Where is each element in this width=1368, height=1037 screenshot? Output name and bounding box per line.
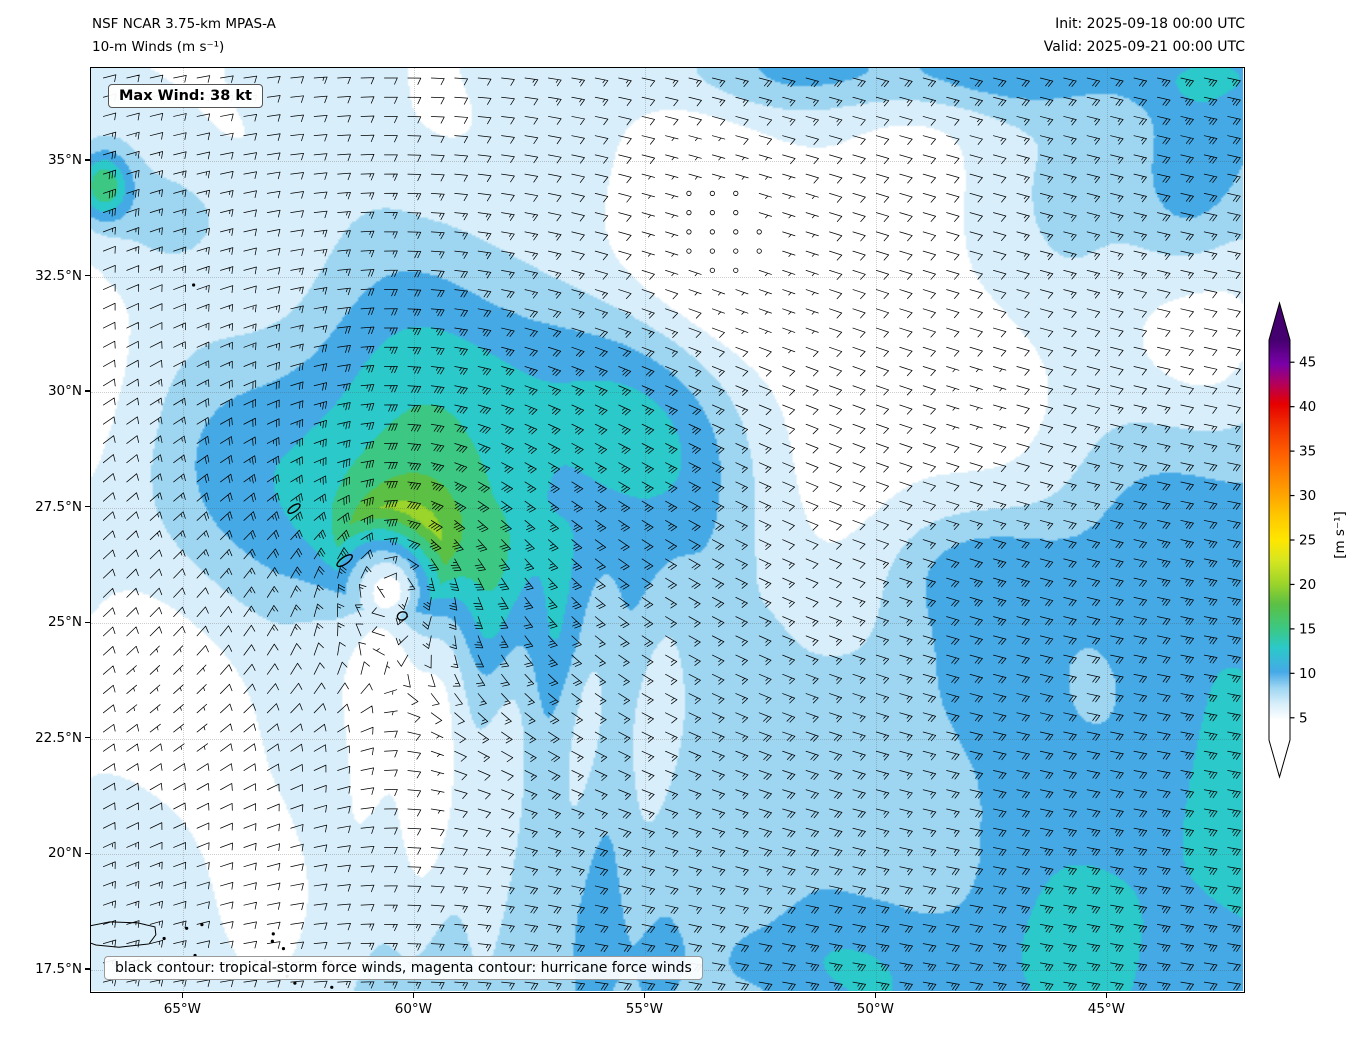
grid-line-vertical xyxy=(414,68,416,991)
x-tick-mark xyxy=(643,993,645,998)
x-tick-label: 60°W xyxy=(394,1001,433,1017)
colorbar-unit-label: [m s⁻¹] xyxy=(1332,511,1348,559)
valid-time: Valid: 2025-09-21 00:00 UTC xyxy=(1043,39,1245,55)
y-tick-label: 32.5°N xyxy=(35,267,82,284)
ts-force-contour xyxy=(336,554,353,568)
island-dot xyxy=(330,985,334,989)
y-tick-label: 25°N xyxy=(47,614,82,631)
grid-lines xyxy=(91,68,1243,991)
x-tick-label: 50°W xyxy=(856,1001,895,1017)
colorbar-tick-label: 15 xyxy=(1299,621,1316,637)
grid-line-vertical xyxy=(1107,68,1109,991)
title-line-1: NSF NCAR 3.75-km MPAS-A xyxy=(92,16,276,32)
calm-wind-circle xyxy=(709,267,715,273)
y-tick-mark xyxy=(85,621,90,623)
grid-line-vertical xyxy=(183,68,185,991)
calm-wind-circle xyxy=(733,210,739,216)
colorbar-tick-label: 40 xyxy=(1299,399,1316,415)
grid-line-horizontal xyxy=(91,854,1243,856)
calm-wind-circle xyxy=(733,267,739,273)
island-dot xyxy=(293,981,297,985)
colorbar-tick-label: 20 xyxy=(1299,577,1316,593)
calm-wind-circle xyxy=(686,229,692,235)
x-tick-mark xyxy=(1105,993,1107,998)
plot-area: Max Wind: 38 kt black contour: tropical-… xyxy=(90,67,1245,993)
grid-line-horizontal xyxy=(91,392,1243,394)
calm-wind-circle xyxy=(709,190,715,196)
calm-wind-circle xyxy=(733,229,739,235)
grid-line-vertical xyxy=(876,68,878,991)
y-tick-label: 17.5°N xyxy=(35,960,82,977)
island-dot xyxy=(270,939,274,943)
colorbar-extend-bottom xyxy=(1269,740,1290,777)
x-tick-label: 45°W xyxy=(1087,1001,1126,1017)
grid-line-horizontal xyxy=(91,276,1243,278)
calm-wind-circle xyxy=(733,248,739,254)
x-tick-mark xyxy=(412,993,414,998)
island-dot xyxy=(192,283,196,287)
y-tick-mark xyxy=(85,852,90,854)
colorbar-outline xyxy=(1268,301,1291,779)
title-line-2: 10-m Winds (m s⁻¹) xyxy=(92,39,225,55)
grid-line-horizontal xyxy=(91,507,1243,509)
y-tick-label: 20°N xyxy=(47,845,82,862)
island-dot xyxy=(281,947,286,951)
run-times: Init: 2025-09-18 00:00 UTC Valid: 2025-0… xyxy=(1044,13,1245,59)
calm-wind-circle xyxy=(686,248,692,254)
calm-wind-circle xyxy=(709,229,715,235)
x-tick-label: 65°W xyxy=(163,1001,202,1017)
grid-line-horizontal xyxy=(91,623,1243,625)
calm-wind-circle xyxy=(686,190,692,196)
grid-line-vertical xyxy=(645,68,647,991)
island-dot xyxy=(200,923,204,927)
colorbar-tick-label: 45 xyxy=(1299,355,1316,371)
island-dot xyxy=(185,926,189,930)
colorbar-tick-label: 5 xyxy=(1299,710,1308,726)
calm-wind-circle xyxy=(709,248,715,254)
colorbar-tick-label: 10 xyxy=(1299,666,1316,682)
colorbar-tick-label: 25 xyxy=(1299,533,1316,549)
colorbar-gradient xyxy=(1269,340,1290,740)
y-tick-mark xyxy=(85,968,90,970)
y-tick-mark xyxy=(85,274,90,277)
y-tick-label: 35°N xyxy=(47,151,82,168)
plot-title: NSF NCAR 3.75-km MPAS-A 10-m Winds (m s⁻… xyxy=(92,13,276,59)
calm-wind-circle xyxy=(756,248,762,254)
y-tick-label: 22.5°N xyxy=(35,729,82,746)
coastline-puerto-rico xyxy=(91,921,157,948)
y-tick-label: 27.5°N xyxy=(35,498,82,515)
grid-line-horizontal xyxy=(91,160,1243,162)
colorbar-tick-label: 35 xyxy=(1299,444,1316,460)
calm-wind-circle xyxy=(733,190,739,196)
colorbar: 45 40 35 30 25 20 15 10 5 xyxy=(1268,301,1316,779)
x-tick-label: 55°W xyxy=(625,1001,664,1017)
calm-wind-circle xyxy=(686,210,692,216)
grid-line-horizontal xyxy=(91,738,1243,740)
max-wind-badge: Max Wind: 38 kt xyxy=(108,84,263,108)
x-tick-mark xyxy=(181,993,183,998)
init-time: Init: 2025-09-18 00:00 UTC xyxy=(1055,16,1245,32)
ts-force-contour xyxy=(396,611,408,621)
contour-note: black contour: tropical-storm force wind… xyxy=(104,956,703,980)
y-tick-mark xyxy=(85,506,90,508)
wind-barbs xyxy=(102,74,1241,991)
island-dot xyxy=(162,936,166,941)
y-tick-mark xyxy=(85,159,90,161)
x-tick-mark xyxy=(874,993,876,998)
calm-wind-circle xyxy=(756,229,762,235)
colorbar-tick-label: 30 xyxy=(1299,488,1316,504)
island-dot xyxy=(271,932,275,936)
calm-wind-circle xyxy=(709,210,715,216)
y-tick-mark xyxy=(85,737,90,739)
y-tick-mark xyxy=(85,390,90,392)
ts-force-contour xyxy=(287,503,301,514)
y-tick-label: 30°N xyxy=(47,383,82,400)
colorbar-extend-top xyxy=(1269,303,1290,340)
wind-speed-field xyxy=(91,68,1243,991)
wind-barbs-layer xyxy=(91,74,1241,991)
